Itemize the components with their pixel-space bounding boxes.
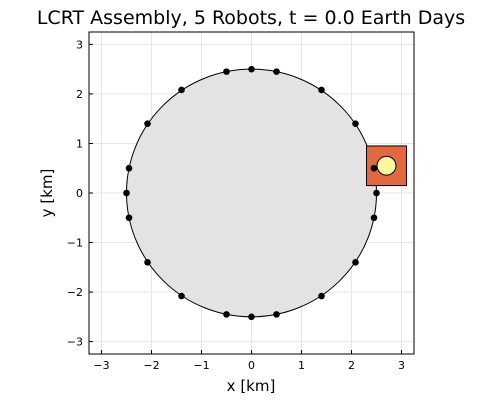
y-axis-label: y [km]: [38, 169, 56, 218]
rim-point-12: [178, 292, 185, 300]
x-axis-label: x [km]: [227, 377, 276, 395]
crater-disc: [126, 68, 377, 318]
x-tick-label-3: 0: [248, 359, 255, 372]
rim-point-3: [352, 120, 359, 127]
x-tick-label-0: −3: [93, 359, 109, 372]
rim-point-15: [123, 189, 130, 197]
plot-area: [123, 65, 407, 321]
rim-point-10: [248, 313, 255, 321]
x-tick-label-6: 3: [398, 359, 405, 372]
rim-point-5: [373, 189, 380, 197]
rim-point-2: [318, 86, 325, 94]
y-tick-label-6: 3: [76, 38, 83, 51]
chart-title: LCRT Assembly, 5 Robots, t = 0.0 Earth D…: [37, 7, 465, 29]
rim-point-18: [178, 86, 185, 94]
x-tick-label-2: −1: [193, 359, 209, 372]
rim-point-6: [370, 214, 378, 222]
y-tick-label-0: −3: [67, 336, 83, 349]
rim-point-0: [248, 65, 255, 73]
y-tick-label-4: 1: [76, 137, 83, 150]
rim-point-11: [223, 311, 230, 318]
y-tick-label-2: −1: [67, 237, 83, 250]
rim-point-4: [370, 164, 378, 172]
x-tick-label-1: −2: [143, 359, 159, 372]
y-tick-label-5: 2: [76, 88, 83, 101]
y-tick-label-1: −2: [67, 286, 83, 299]
rim-point-17: [144, 120, 151, 127]
x-tick-label-5: 2: [348, 359, 355, 372]
rim-point-9: [273, 311, 280, 318]
rim-point-14: [125, 214, 133, 222]
rim-point-16: [125, 164, 133, 172]
rim-point-13: [144, 259, 151, 266]
rim-point-7: [352, 259, 359, 266]
y-axis: −3 −2 −1 0 1 2 3: [67, 38, 93, 349]
y-tick-label-3: 0: [76, 187, 83, 200]
rim-point-19: [223, 68, 230, 75]
robot-marker: [376, 155, 397, 176]
x-axis: −3 −2 −1 0 1 2 3: [93, 350, 405, 372]
rim-point-1: [273, 68, 280, 75]
x-tick-label-4: 1: [298, 359, 305, 372]
rim-point-8: [318, 292, 325, 300]
